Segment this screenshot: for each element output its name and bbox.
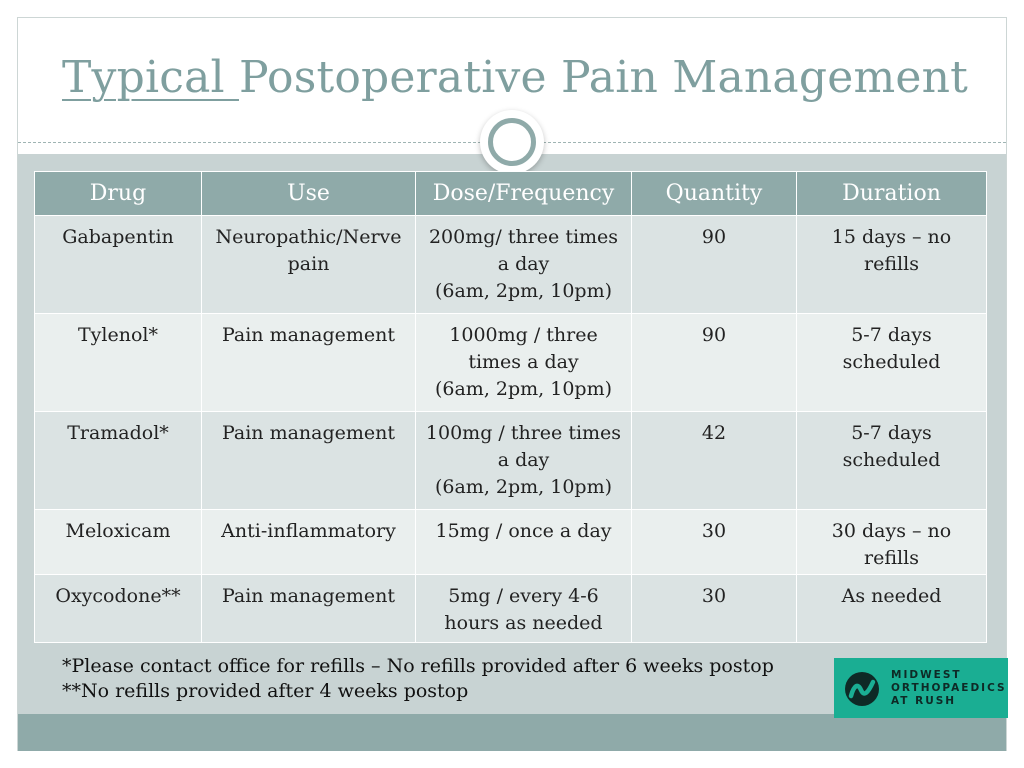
cell-duration: 30 days – no refills <box>796 509 987 575</box>
cell-use: Anti-inflammatory <box>201 509 416 575</box>
dose-line: hours as needed <box>444 612 603 634</box>
duration-line: scheduled <box>842 449 941 471</box>
duration-line: 30 days – no <box>831 520 952 542</box>
table-row: Oxycodone** Pain management 5mg / every … <box>34 574 987 643</box>
cell-quantity: 30 <box>631 509 797 575</box>
slide-title-rest: Postoperative Pain Management <box>238 52 969 103</box>
logo-line: AT RUSH <box>891 695 957 707</box>
duration-line: refills <box>864 547 919 569</box>
cell-dose: 200mg/ three times a day (6am, 2pm, 10pm) <box>415 215 632 314</box>
header-dose-frequency: Dose/Frequency <box>415 171 632 216</box>
dose-line: 5mg / every 4-6 <box>448 585 599 607</box>
cell-duration: 15 days – no refills <box>796 215 987 314</box>
ring-icon <box>488 118 536 166</box>
cell-dose: 1000mg / three times a day (6am, 2pm, 10pm… <box>415 313 632 412</box>
dose-line: 200mg/ three times <box>428 226 619 248</box>
header-use: Use <box>201 171 416 216</box>
quantity-value: 90 <box>701 324 727 346</box>
cell-use: Pain management <box>201 313 416 412</box>
dose-line: (6am, 2pm, 10pm) <box>434 378 613 400</box>
use-line: pain <box>287 253 330 275</box>
logo-line: ORTHOPAEDICS <box>891 682 1007 694</box>
dose-line: 1000mg / three <box>449 324 598 346</box>
cell-quantity: 90 <box>631 215 797 314</box>
quantity-value: 42 <box>701 422 727 444</box>
dose-line: a day <box>497 449 550 471</box>
dose-line: a day <box>497 253 550 275</box>
cell-drug: Gabapentin <box>34 215 202 314</box>
cell-use: Pain management <box>201 574 416 643</box>
duration-line: 5-7 days <box>851 422 932 444</box>
footnotes: *Please contact office for refills – No … <box>62 654 774 704</box>
use-line: Pain management <box>221 324 396 346</box>
logo-mark-icon <box>845 672 879 706</box>
cell-dose: 5mg / every 4-6 hours as needed <box>415 574 632 643</box>
medication-table: Drug Use Dose/Frequency Quantity Duratio… <box>34 171 987 643</box>
drug-name: Tramadol* <box>67 422 169 444</box>
quantity-value: 30 <box>701 585 727 607</box>
dose-line: 100mg / three times <box>425 422 622 444</box>
table-row: Tylenol* Pain management 1000mg / three t… <box>34 313 987 412</box>
header-quantity: Quantity <box>631 171 797 216</box>
cell-drug: Tylenol* <box>34 313 202 412</box>
footnote-refills-tylenol-tramadol: *Please contact office for refills – No … <box>62 655 774 677</box>
cell-drug: Meloxicam <box>34 509 202 575</box>
cell-quantity: 42 <box>631 411 797 510</box>
logo-line: MIDWEST <box>891 669 962 681</box>
cell-duration: 5-7 days scheduled <box>796 411 987 510</box>
cell-use: Neuropathic/Nerve pain <box>201 215 416 314</box>
cell-drug: Oxycodone** <box>34 574 202 643</box>
duration-line: As needed <box>841 585 942 607</box>
duration-line: 15 days – no <box>831 226 952 248</box>
table-header-row: Drug Use Dose/Frequency Quantity Duratio… <box>34 171 987 216</box>
table-row: Tramadol* Pain management 100mg / three … <box>34 411 987 510</box>
footer-band <box>18 714 1006 751</box>
use-line: Anti-inflammatory <box>221 520 396 542</box>
midwest-orthopaedics-logo: MIDWEST ORTHOPAEDICS AT RUSH <box>834 658 1008 718</box>
table-row: Gabapentin Neuropathic/Nerve pain 200mg/ … <box>34 215 987 314</box>
drug-name: Gabapentin <box>62 226 174 248</box>
table-row: Meloxicam Anti-inflammatory 15mg / once … <box>34 509 987 575</box>
drug-name: Tylenol* <box>78 324 158 346</box>
dose-line: (6am, 2pm, 10pm) <box>434 280 613 302</box>
drug-name: Meloxicam <box>65 520 171 542</box>
dose-line: (6am, 2pm, 10pm) <box>434 476 613 498</box>
dose-line: 15mg / once a day <box>435 520 612 542</box>
duration-line: refills <box>864 253 919 275</box>
quantity-value: 30 <box>701 520 727 542</box>
use-line: Pain management <box>221 422 396 444</box>
cell-dose: 100mg / three times a day (6am, 2pm, 10pm) <box>415 411 632 510</box>
cell-duration: 5-7 days scheduled <box>796 313 987 412</box>
cell-dose: 15mg / once a day <box>415 509 632 575</box>
header-drug: Drug <box>34 171 202 216</box>
slide-title: Typical Postoperative Pain Management <box>62 52 968 103</box>
logo-wordmark: MIDWEST ORTHOPAEDICS AT RUSH <box>891 669 1007 708</box>
cell-quantity: 90 <box>631 313 797 412</box>
quantity-value: 90 <box>701 226 727 248</box>
cell-drug: Tramadol* <box>34 411 202 510</box>
dose-line: times a day <box>468 351 579 373</box>
duration-line: 5-7 days <box>851 324 932 346</box>
cell-use: Pain management <box>201 411 416 510</box>
footnote-refills-oxycodone: **No refills provided after 4 weeks post… <box>62 680 469 702</box>
header-duration: Duration <box>796 171 987 216</box>
slide-title-underlined: Typical <box>62 52 239 103</box>
use-line: Pain management <box>221 585 396 607</box>
circle-ornament-icon <box>480 110 544 174</box>
cell-quantity: 30 <box>631 574 797 643</box>
cell-duration: As needed <box>796 574 987 643</box>
use-line: Neuropathic/Nerve <box>215 226 402 248</box>
duration-line: scheduled <box>842 351 941 373</box>
drug-name: Oxycodone** <box>55 585 181 607</box>
